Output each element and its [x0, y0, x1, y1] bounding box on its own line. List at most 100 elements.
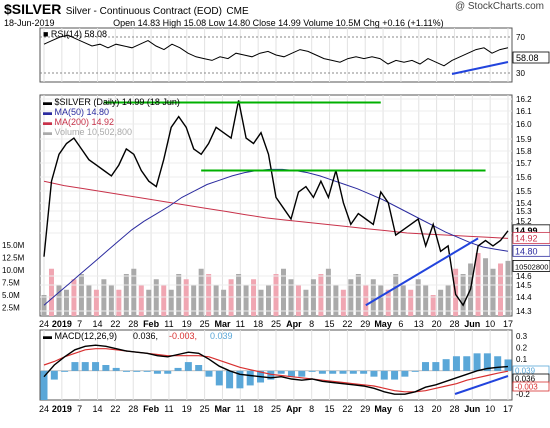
description-label: Silver - Continuous Contract (EOD) — [65, 6, 222, 17]
macd-x-tick: 13 — [414, 404, 424, 414]
stockcharts-watermark: @ StockCharts.com — [454, 1, 544, 12]
price-x-tick: 25 — [200, 319, 210, 329]
macd-x-tick: 25 — [200, 404, 210, 414]
price-y-tick: 15.2 — [516, 217, 532, 226]
macd-histogram-bar — [184, 362, 192, 371]
macd-x-tick: 7 — [77, 404, 82, 414]
macd-value-tag-label: 0.036 — [515, 375, 536, 384]
volume-bar — [280, 268, 286, 316]
price-x-tick: 14 — [93, 319, 103, 329]
price-y-tick: 15.6 — [516, 173, 532, 182]
symbol-label: $SILVER — [4, 1, 62, 17]
price-y-tick: 14.3 — [516, 307, 532, 316]
price-tag-ma50 — [512, 244, 550, 257]
volume-bar — [213, 284, 219, 316]
price-x-tick: 11 — [236, 319, 245, 329]
volume-bar — [370, 279, 376, 316]
price-x-tick: 19 — [182, 319, 192, 329]
macd-x-tick: Feb — [143, 404, 160, 414]
macd-legend-item: 0.036, — [133, 331, 158, 341]
price-x-tick: Feb — [143, 319, 160, 329]
volume-bar — [123, 274, 129, 316]
volume-bar — [86, 284, 92, 316]
macd-x-tick: 24 — [39, 404, 49, 414]
price-x-tick: 15 — [325, 319, 335, 329]
rsi-line — [43, 34, 509, 67]
macd-histogram-bar — [308, 370, 316, 372]
macd-x-tick: 11 — [164, 404, 173, 414]
macd-histogram-bar — [164, 370, 172, 374]
volume-bar — [48, 268, 54, 316]
volume-bar — [348, 279, 354, 316]
macd-histogram-bar — [442, 359, 450, 371]
macd-histogram-bar — [205, 370, 213, 377]
macd-value-tag-label: 0.039 — [515, 367, 536, 376]
macd-histogram-bar — [267, 370, 275, 380]
macd-x-tick: 18 — [253, 404, 263, 414]
macd-histogram-bar — [360, 370, 368, 374]
macd-y-tick: 0.3 — [516, 332, 528, 341]
macd-histogram-bar — [339, 370, 347, 374]
price-x-tick: Jun — [464, 319, 480, 329]
macd-x-tick: Apr — [286, 404, 302, 414]
volume-bar — [71, 279, 77, 316]
volume-bar — [460, 274, 466, 316]
price-x-tick: 24 — [39, 319, 49, 329]
volume-bar — [498, 263, 504, 316]
volume-bar — [221, 289, 227, 316]
macd-x-tick: Jun — [464, 404, 480, 414]
macd-x-tick: 10 — [485, 404, 495, 414]
macd-histogram-bar — [380, 370, 388, 380]
price-tag-ma200 — [512, 231, 550, 244]
macd-x-tick: 15 — [325, 404, 335, 414]
macd-histogram-bar — [432, 362, 440, 371]
volume-bar — [483, 258, 489, 316]
volume-bar — [288, 279, 294, 316]
macd-value-tag-label: -0.003 — [515, 383, 538, 392]
volume-bar — [138, 284, 144, 316]
macd-histogram-bar — [122, 370, 130, 372]
volume-bar — [340, 289, 346, 316]
volume-bar — [191, 284, 197, 316]
volume-bar — [78, 274, 84, 316]
price-x-tick: 10 — [485, 319, 495, 329]
price-line — [43, 100, 509, 307]
macd-histogram-bar — [92, 362, 100, 371]
macd-histogram-bar — [102, 365, 110, 371]
price-x-tick: May — [374, 319, 392, 329]
price-legend-item: ▬ MA(200) 14.92 — [43, 117, 114, 127]
macd-x-tick: 6 — [398, 404, 403, 414]
macd-x-tick: 28 — [449, 404, 459, 414]
macd-value-tag — [512, 381, 550, 392]
macd-histogram-bar — [226, 370, 234, 389]
macd-x-tick: 22 — [342, 404, 352, 414]
macd-y-tick: -0.2 — [516, 390, 530, 399]
volume-bar — [63, 289, 69, 316]
volume-bar — [183, 279, 189, 316]
volume-bar — [393, 274, 399, 316]
ohlc-summary: Open 14.83 High 15.08 Low 14.80 Close 14… — [113, 18, 444, 28]
volume-y-tick: 15.0M — [2, 241, 25, 250]
volume-bar — [243, 284, 249, 316]
macd-legend-item: ▬ MACD(12,26,9) — [43, 331, 117, 341]
quote-line: 18-Jun-2019 Open 14.83 High 15.08 Low 14… — [4, 18, 550, 28]
volume-bar — [423, 284, 429, 316]
price-legend-item: ▬ $SILVER (Daily) 14.99 (18 Jun) — [43, 97, 180, 107]
volume-bar — [131, 268, 137, 316]
macd-histogram-bar — [473, 353, 481, 371]
volume-bar — [355, 274, 361, 316]
price-x-tick: 22 — [342, 319, 352, 329]
price-tag-label-volume: 10502800 — [515, 262, 548, 271]
price-y-tick: 14.5 — [516, 281, 532, 290]
volume-bar — [101, 279, 107, 316]
volume-bar — [251, 279, 257, 316]
macd-x-tick: May — [374, 404, 392, 414]
price-y-tick: 14.6 — [516, 272, 532, 281]
volume-bar — [490, 268, 496, 316]
price-x-tick: Mar — [214, 319, 231, 329]
volume-y-tick: 5.0M — [2, 291, 20, 300]
volume-bar — [438, 289, 444, 316]
volume-y-tick: 12.5M — [2, 254, 25, 263]
volume-bar — [445, 284, 451, 316]
volume-y-tick: 10.0M — [2, 266, 25, 275]
